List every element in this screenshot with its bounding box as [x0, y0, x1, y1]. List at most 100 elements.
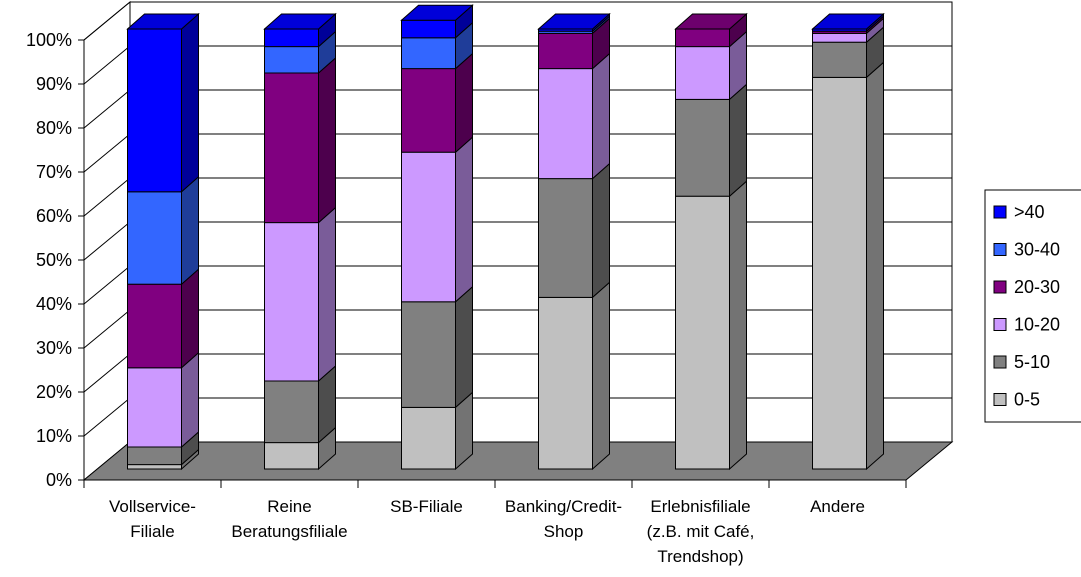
legend-label: 30-40	[1014, 240, 1060, 260]
bar-segment	[127, 28, 182, 193]
y-tick-label: 70%	[36, 162, 72, 182]
bar-segment	[538, 32, 593, 70]
legend: >40 30-40 20-30 10-20 5-10 0-5	[984, 189, 1081, 423]
bar-segment	[538, 296, 593, 470]
bar-segment-side	[729, 180, 747, 471]
legend-box	[984, 189, 1081, 423]
category-label-line: Andere	[810, 497, 865, 516]
y-tick-label: 0%	[46, 470, 72, 490]
category-label-line: Erlebnisfiliale	[650, 497, 750, 516]
y-tick-label: 80%	[36, 118, 72, 138]
bar-segment-side	[181, 351, 199, 449]
category-label: Banking/Credit- Shop	[505, 497, 622, 541]
bar-segment	[675, 46, 730, 100]
y-axis-ticks: 0% 10% 20% 30% 40% 50% 60% 70% 80% 90% 100%	[26, 30, 84, 490]
legend-swatch	[993, 318, 1007, 331]
y-tick-label: 60%	[36, 206, 72, 226]
category-label-line: (z.B. mit Café,	[647, 522, 755, 541]
y-tick-label: 10%	[36, 426, 72, 446]
y-tick-label: 40%	[36, 294, 72, 314]
bar-segment	[401, 301, 456, 408]
bar-segment	[675, 98, 730, 197]
bar-segment	[401, 68, 456, 153]
y-tick-label: 50%	[36, 250, 72, 270]
bar-segment	[401, 151, 456, 303]
bar-stack	[263, 12, 337, 471]
bar-segment	[127, 464, 182, 470]
legend-label: 10-20	[1014, 315, 1060, 335]
bar-stack	[537, 12, 611, 471]
category-label-line: Reine	[267, 497, 311, 516]
bar-top	[400, 4, 474, 21]
bar-segment	[127, 191, 182, 285]
bar-segment	[264, 380, 319, 444]
gridline	[83, 1, 952, 41]
bar-segment-side	[181, 268, 199, 369]
bar-segment-side	[181, 175, 199, 286]
bar-segment	[538, 68, 593, 180]
x-axis-categories: Vollservice- Filiale Reine Beratungsfiliale…	[109, 497, 865, 566]
legend-swatch	[993, 355, 1007, 369]
bar-segment	[675, 195, 730, 470]
bar-stack	[811, 12, 885, 471]
legend-label: >40	[1014, 202, 1045, 222]
bar-stack	[674, 12, 748, 471]
legend-swatch	[993, 393, 1007, 406]
bar-segment-side	[455, 52, 473, 154]
bar-segment	[538, 178, 593, 298]
y-tick-label: 90%	[36, 74, 72, 94]
bar-segment	[264, 222, 319, 382]
legend-swatch	[993, 243, 1007, 256]
bar-segment-side	[318, 206, 336, 383]
category-label-line: SB-Filiale	[390, 497, 463, 516]
bar-stack	[126, 12, 200, 471]
bar-segment	[675, 28, 730, 48]
bar-segment	[401, 406, 456, 470]
bar-top	[811, 13, 885, 30]
bar-segment-side	[455, 136, 473, 303]
bar-segment	[127, 446, 182, 466]
bar-segment	[264, 72, 319, 224]
category-label: Erlebnisfiliale (z.B. mit Café, Trendshop)	[647, 497, 755, 566]
legend-swatch	[993, 280, 1007, 294]
legend-label: 5-10	[1014, 352, 1050, 372]
bar-segment	[401, 37, 456, 70]
bar-stack	[400, 4, 474, 471]
category-label-line: Vollservice-	[109, 497, 196, 516]
bars	[126, 4, 885, 471]
y-tick-label: 20%	[36, 382, 72, 402]
category-label-line: Shop	[544, 522, 584, 541]
bar-segment	[812, 41, 867, 78]
category-label-line: Beratungsfiliale	[231, 522, 347, 541]
bar-segment	[401, 19, 456, 39]
bar-top	[674, 13, 748, 30]
bar-segment-side	[181, 12, 199, 193]
y-tick-label: 100%	[26, 30, 72, 50]
bar-top	[126, 13, 200, 30]
category-label-line: Banking/Credit-	[505, 497, 622, 516]
bar-segment-side	[866, 61, 884, 471]
bar-top	[263, 13, 337, 30]
y-tick-label: 30%	[36, 338, 72, 358]
bar-segment	[264, 28, 319, 48]
bar-segment	[127, 367, 182, 448]
bar-segment-side	[729, 83, 747, 198]
category-label: Vollservice- Filiale	[109, 497, 196, 541]
bar-segment-side	[592, 162, 610, 299]
category-label-line: Filiale	[130, 522, 174, 541]
category-label: Andere	[810, 497, 865, 516]
bar-top	[537, 13, 611, 30]
bar-segment	[127, 283, 182, 369]
category-label-line: Trendshop)	[657, 547, 743, 566]
bar-segment-side	[318, 56, 336, 224]
bar-segment	[264, 46, 319, 74]
legend-label: 20-30	[1014, 277, 1060, 297]
category-label: Reine Beratungsfiliale	[231, 497, 347, 541]
bar-segment-side	[455, 285, 473, 409]
legend-label: 0-5	[1014, 390, 1040, 410]
bar-segment-side	[592, 52, 610, 180]
bar-segment	[264, 442, 319, 470]
bar-segment-side	[592, 281, 610, 471]
bar-segment	[812, 76, 867, 470]
